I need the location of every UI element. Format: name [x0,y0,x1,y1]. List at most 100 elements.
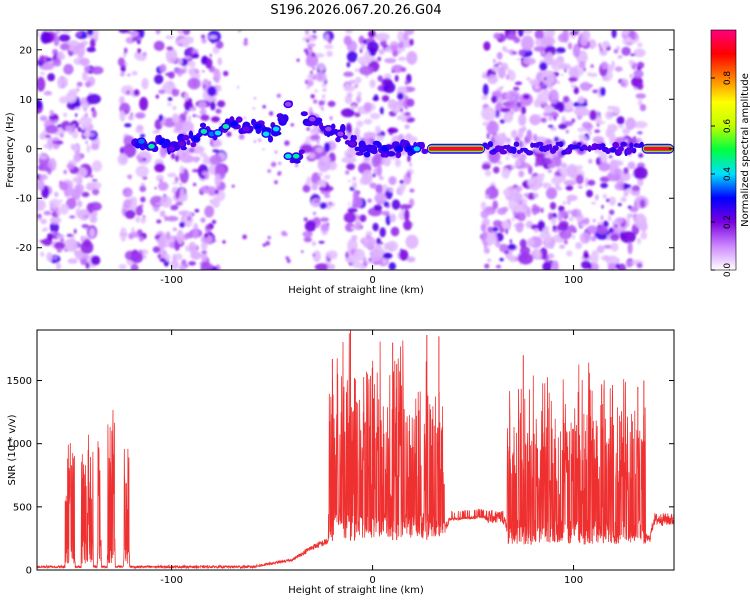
noise-patch [118,264,127,270]
noise-patch [306,53,319,68]
noise-patch [575,242,583,250]
noise-patch [622,184,632,189]
noise-patch [321,106,324,111]
noise-patch [580,37,588,46]
noise-patch [527,178,534,185]
colorbar-frame [710,29,737,271]
noise-patch [81,191,90,198]
noise-patch [176,229,184,245]
signal-blob [536,141,544,147]
noise-patch [49,109,54,116]
signal-blob [618,146,624,152]
noise-patch [179,165,185,174]
noise-patch [54,191,59,197]
noise-patch [167,102,172,107]
noise-patch [511,96,515,101]
noise-patch [165,72,172,77]
noise-patch [534,85,540,89]
signal-ridge-point [253,122,263,131]
noise-patch [505,228,509,235]
noise-patch [529,79,540,86]
noise-patch [175,253,183,261]
noise-patch [140,217,146,224]
noise-patch [616,116,625,125]
noise-patch [404,80,409,85]
noise-patch [508,255,518,263]
noise-patch [590,235,597,242]
noise-patch [85,140,88,145]
noise-patch [547,241,555,249]
noise-patch [66,197,77,210]
noise-patch [520,130,523,135]
noise-patch [518,252,534,265]
noise-patch [363,131,377,139]
signal-blob [629,142,634,149]
noise-patch [626,260,633,268]
noise-patch [179,264,187,270]
noise-patch [117,57,125,67]
noise-patch [318,100,325,106]
noise-patch [599,87,606,97]
x-tick-label: 100 [564,575,583,586]
noise-patch [557,80,560,84]
x-tick-label: 0 [369,575,375,586]
noise-patch [383,196,387,201]
noise-patch [387,127,399,134]
noise-patch [602,220,609,228]
signal-ridge-point [283,152,293,161]
noise-patch [614,224,618,228]
noise-patch [278,161,282,165]
noise-patch [404,124,410,129]
noise-patch [193,52,199,59]
noise-patch [533,99,542,108]
noise-patch [203,155,211,164]
noise-patch [406,51,418,65]
noise-patch [341,156,357,164]
noise-patch [60,30,72,33]
noise-patch [639,104,647,112]
noise-patch [37,76,46,92]
snr-frame [36,329,675,571]
noise-patch [556,186,563,191]
noise-patch [319,202,328,209]
colorbar-tick-label: 0.4 [723,167,733,182]
noise-patch [495,264,502,269]
noise-patch [318,240,325,244]
noise-patch [290,123,294,127]
noise-patch [204,205,215,218]
noise-patch [306,127,311,131]
noise-patch [37,99,43,109]
noise-patch [306,43,316,48]
noise-patch [167,172,177,178]
noise-patch [572,101,588,108]
noise-patch [586,189,593,198]
noise-patch [581,260,591,270]
noise-patch [391,64,404,73]
noise-patch [139,185,147,192]
noise-patch [562,200,567,205]
noise-patch [170,259,180,270]
noise-patch [400,67,407,72]
noise-patch [492,200,499,210]
noise-patch [171,152,175,160]
noise-patch [577,30,580,33]
noise-patch [382,257,387,265]
noise-patch [631,190,641,197]
noise-patch [86,76,91,81]
x-tick-label: -100 [160,275,183,286]
noise-patch [627,205,632,209]
noise-patch [564,239,568,245]
noise-patch [637,237,641,245]
noise-patch [179,182,183,187]
noise-patch [502,46,507,52]
noise-patch [579,81,592,91]
noise-patch [486,233,498,245]
noise-patch [45,125,59,134]
noise-patch [213,68,221,84]
noise-patch [540,117,547,123]
noise-patch [541,70,556,86]
signal-blob [499,149,508,155]
noise-patch [192,114,197,117]
noise-patch [388,262,396,270]
noise-patch [357,215,360,219]
